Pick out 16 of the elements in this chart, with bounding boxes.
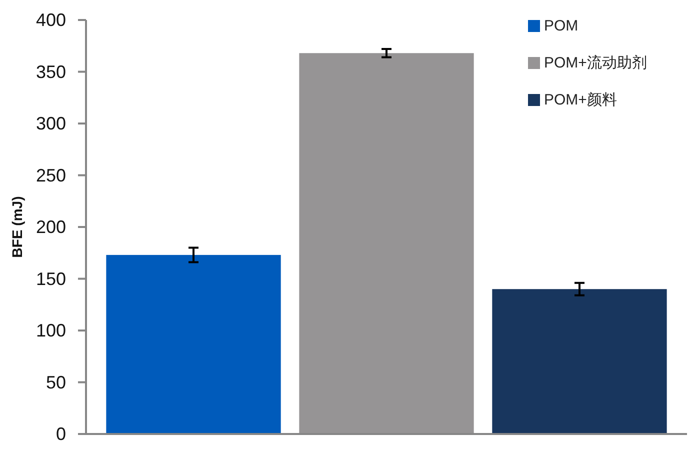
y-tick-label: 250 bbox=[36, 165, 66, 186]
y-axis-title: BFE (mJ) bbox=[9, 196, 25, 258]
y-tick-label: 300 bbox=[36, 114, 66, 134]
bar bbox=[299, 53, 474, 434]
legend-label: POM+流动助剂 bbox=[544, 54, 647, 72]
y-tick-label: 150 bbox=[36, 268, 66, 289]
bar bbox=[492, 289, 667, 434]
y-tick-label: 0 bbox=[56, 424, 66, 444]
legend-label: POM bbox=[544, 18, 578, 34]
y-tick-label: 50 bbox=[46, 372, 66, 392]
y-tick-label: 400 bbox=[36, 10, 66, 30]
y-tick-label: 100 bbox=[36, 320, 66, 340]
bar bbox=[106, 254, 281, 434]
y-tick-label: 200 bbox=[36, 217, 66, 237]
y-tick-label: 350 bbox=[36, 62, 66, 82]
legend-label: POM+颜料 bbox=[544, 92, 617, 108]
